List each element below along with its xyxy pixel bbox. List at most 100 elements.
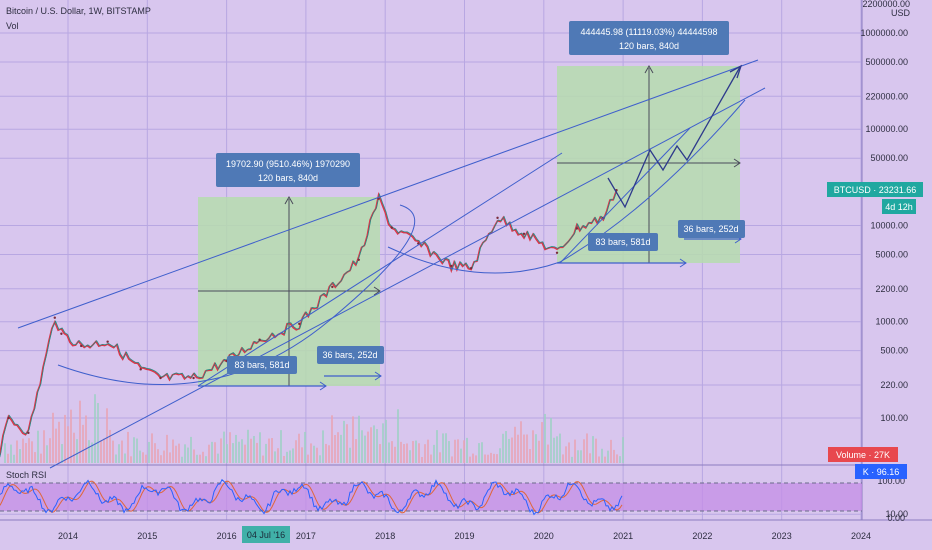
volume-bar [502, 433, 504, 463]
price-series [0, 189, 618, 458]
curve-support-3 [559, 99, 746, 263]
volume-bar [541, 422, 543, 463]
volume-bar [7, 453, 9, 463]
volume-bar [481, 442, 483, 463]
volume-badge-bg [828, 447, 898, 462]
volume-bar [418, 443, 420, 463]
range-label-4: 36 bars, 252d [683, 224, 738, 234]
volume-bar [229, 432, 231, 463]
volume-bar [616, 454, 618, 463]
volume-bar [622, 437, 624, 463]
volume-bar [400, 441, 402, 463]
volume-bar [607, 450, 609, 463]
volume-bar [448, 441, 450, 463]
volume-bar [28, 438, 30, 463]
volume-bar [163, 450, 165, 463]
price-point [139, 368, 142, 371]
volume-bar [88, 440, 90, 463]
volume-bar [190, 436, 192, 463]
volume-bar [613, 449, 615, 463]
volume-bar [70, 409, 72, 463]
range-label-2-bg[interactable] [317, 346, 384, 364]
volume-bar [118, 444, 120, 463]
volume-bar [262, 455, 264, 463]
time-tick-label: 2022 [692, 531, 712, 541]
price-tick-label: 500000.00 [865, 57, 908, 67]
volume-bar [103, 438, 105, 463]
volume-bar [343, 420, 345, 463]
range-label-4-bg[interactable] [678, 220, 745, 238]
measure-box-2[interactable] [569, 21, 729, 55]
volume-bar [403, 444, 405, 463]
volume-bar [439, 452, 441, 463]
volume-bar [25, 443, 27, 463]
volume-bar [595, 438, 597, 463]
volume-bar [4, 443, 6, 463]
volume-bar [406, 443, 408, 463]
volume-bar [307, 454, 309, 463]
stoch-tick-label: 0.00 [887, 513, 905, 523]
volume-bar [211, 441, 213, 463]
volume-bar [598, 456, 600, 463]
stoch-rsi-pane [0, 478, 862, 516]
range-label-3: 83 bars, 581d [595, 237, 650, 247]
volume-bar [529, 449, 531, 463]
volume-bar [553, 437, 555, 463]
volume-bar [43, 430, 45, 463]
volume-bar [574, 439, 576, 463]
volume-bar [295, 440, 297, 463]
volume-bar [463, 440, 465, 463]
time-tick-label: 2014 [58, 531, 78, 541]
volume-bar [160, 455, 162, 463]
volume-bar [436, 430, 438, 463]
volume-bar [388, 442, 390, 463]
volume-bar [73, 432, 75, 463]
measure-box-1[interactable] [216, 153, 360, 187]
volume-bar [568, 442, 570, 463]
volume-bar [37, 430, 39, 463]
price-point [159, 376, 162, 380]
volume-bar [376, 429, 378, 463]
range-label-3-bg[interactable] [588, 233, 658, 251]
volume-bar [487, 454, 489, 463]
measure-1-arrowhead-up [284, 195, 294, 205]
measure-layer [198, 64, 741, 386]
range-label-1-bg[interactable] [227, 356, 297, 374]
volume-bar [532, 430, 534, 463]
volume-bar [247, 429, 249, 463]
time-tick-label: 2015 [137, 531, 157, 541]
volume-bar [205, 456, 207, 463]
countdown-badge: 4d 12h [885, 202, 913, 212]
volume-bar [370, 427, 372, 463]
volume-bar [124, 453, 126, 463]
range-label-1: 83 bars, 581d [234, 360, 289, 370]
volume-bar [547, 444, 549, 463]
projected-path-arrowhead [729, 64, 743, 79]
volume-bar [85, 415, 87, 463]
volume-bar [391, 441, 393, 463]
volume-bar [499, 448, 501, 463]
price-point [331, 285, 334, 289]
volume-bar [133, 437, 135, 463]
price-point [575, 227, 579, 230]
volume-bar [604, 456, 606, 463]
volume-bar [268, 438, 270, 463]
volume-bar [277, 448, 279, 463]
volume-bar [232, 443, 234, 463]
range-arrow-2-head [374, 371, 382, 381]
volume-bar [265, 443, 267, 463]
volume-bar [223, 431, 225, 463]
price-tick-label: 10000.00 [870, 220, 908, 230]
volume-bar [52, 412, 54, 463]
time-tick-label: 2020 [534, 531, 554, 541]
price-point [192, 376, 195, 380]
volume-bar [304, 431, 306, 463]
volume-bar [97, 403, 99, 463]
volume-bars [4, 394, 624, 463]
volume-bar [421, 456, 423, 463]
volume-bar [526, 434, 528, 463]
volume-bar [424, 444, 426, 463]
price-tick-label: 100.00 [880, 413, 908, 423]
measure-2-arrowhead-up [644, 64, 654, 74]
time-tick-label: 2024 [851, 531, 871, 541]
